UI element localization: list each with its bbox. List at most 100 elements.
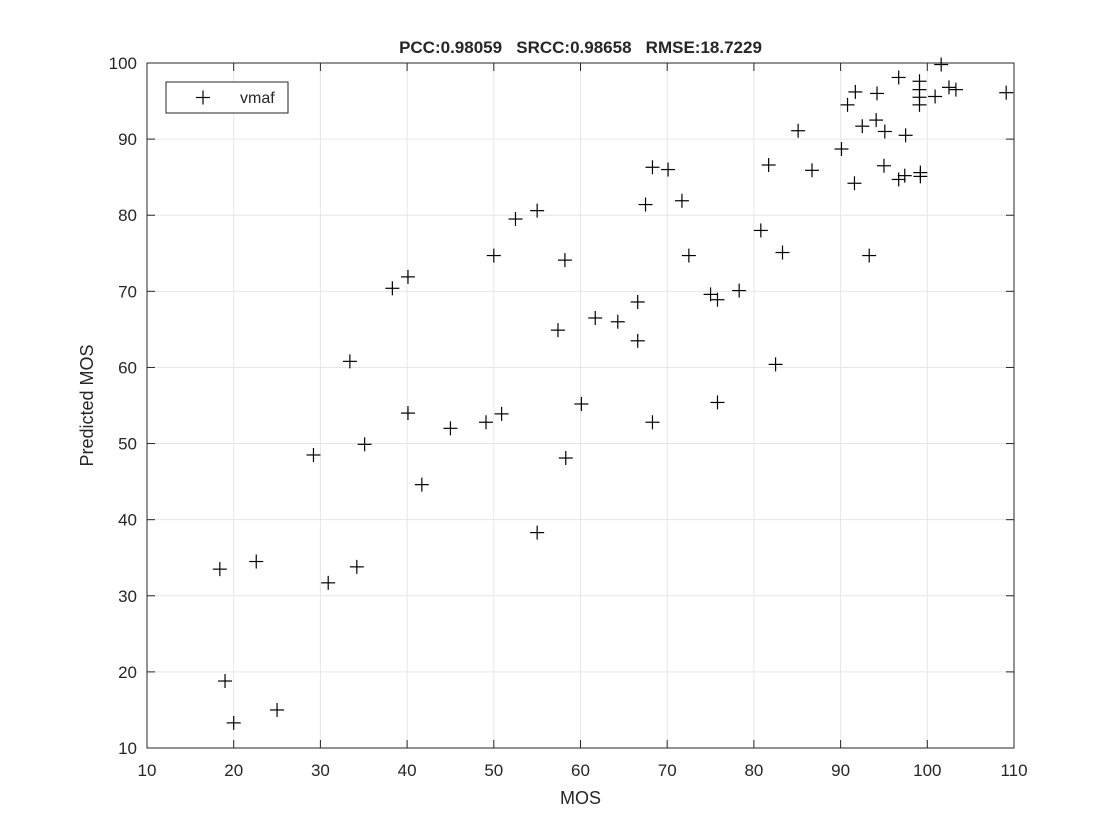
data-point-marker (478, 415, 493, 430)
data-point-marker (912, 97, 927, 112)
data-point-marker (941, 80, 956, 95)
legend-marker-plus-icon (196, 90, 210, 105)
y-axis-label: Predicted MOS (77, 344, 97, 466)
data-point-marker (494, 406, 509, 421)
data-point-marker (855, 119, 870, 134)
data-point-marker (212, 562, 227, 577)
data-point-marker (530, 203, 545, 218)
data-point-marker (630, 294, 645, 309)
data-point-marker (999, 85, 1014, 100)
data-point-marker (486, 248, 501, 263)
data-point-marker (775, 245, 790, 260)
data-point-marker (400, 406, 415, 421)
data-point-marker (753, 223, 768, 238)
legend-label: vmaf (240, 90, 275, 107)
y-tick-label: 80 (118, 206, 137, 225)
x-tick-label: 90 (831, 761, 850, 780)
data-point-marker (732, 283, 747, 298)
data-point-marker (834, 142, 849, 157)
y-tick-label: 100 (109, 54, 137, 73)
data-points (212, 57, 1014, 730)
y-tick-labels: 10 20 30 40 50 60 70 80 90 100 (109, 54, 137, 758)
y-tick-label: 50 (118, 435, 137, 454)
data-point-marker (898, 128, 913, 143)
data-point-marker (928, 89, 943, 104)
data-point-marker (270, 702, 285, 717)
data-point-marker (848, 84, 863, 99)
data-point-marker (891, 70, 906, 85)
data-point-marker (661, 162, 676, 177)
data-point-marker (847, 176, 862, 191)
data-point-marker (558, 451, 573, 466)
data-point-marker (550, 323, 565, 338)
data-point-marker (588, 310, 603, 325)
y-tick-label: 70 (118, 282, 137, 301)
x-tick-label: 70 (658, 761, 677, 780)
data-point-marker (443, 421, 458, 436)
data-point-marker (400, 269, 415, 284)
y-tick-label: 10 (118, 739, 137, 758)
data-point-marker (674, 193, 689, 208)
y-tick-label: 90 (118, 130, 137, 149)
data-point-marker (508, 212, 523, 227)
x-tick-label: 80 (744, 761, 763, 780)
y-tick-label: 20 (118, 663, 137, 682)
data-point-marker (645, 160, 660, 175)
data-point-marker (891, 172, 906, 187)
data-point-marker (840, 97, 855, 112)
data-point-marker (913, 169, 928, 184)
data-point-marker (385, 281, 400, 296)
data-point-marker (877, 124, 892, 139)
data-point-marker (530, 525, 545, 540)
data-point-marker (638, 197, 653, 212)
data-point-marker (349, 559, 364, 574)
data-point-marker (342, 354, 357, 369)
data-point-marker (630, 333, 645, 348)
data-point-marker (610, 314, 625, 329)
data-point-marker (948, 82, 963, 97)
x-tick-label: 100 (913, 761, 941, 780)
data-point-marker (226, 715, 241, 730)
x-tick-label: 10 (138, 761, 157, 780)
data-point-marker (710, 395, 725, 410)
x-tick-label: 40 (398, 761, 417, 780)
chart-title: PCC:0.98059 SRCC:0.98658 RMSE:18.7229 (399, 38, 762, 57)
x-tick-label: 110 (1000, 761, 1027, 780)
data-point-marker (710, 292, 725, 307)
data-point-marker (306, 447, 321, 462)
data-point-marker (804, 163, 819, 178)
data-point-marker (321, 575, 336, 590)
data-point-marker (897, 168, 912, 183)
y-tick-label: 60 (118, 358, 137, 377)
y-tick-label: 40 (118, 511, 137, 530)
data-point-marker (557, 253, 572, 268)
data-point-marker (761, 157, 776, 172)
legend: vmaf (165, 81, 289, 114)
data-point-marker (414, 477, 429, 492)
data-point-marker (357, 437, 372, 452)
data-point-marker (912, 74, 927, 89)
x-tick-label: 20 (224, 761, 243, 780)
x-tick-labels: 10 20 30 40 50 60 70 80 90 100 110 (138, 761, 1028, 780)
data-point-marker (574, 396, 589, 411)
data-point-marker (703, 287, 718, 302)
data-point-marker (791, 123, 806, 138)
data-point-marker (876, 158, 891, 173)
data-point-marker (218, 674, 233, 689)
data-point-marker (645, 415, 660, 430)
data-point-marker (862, 248, 877, 263)
axis-ticks (146, 62, 1015, 749)
x-tick-label: 50 (484, 761, 503, 780)
data-point-marker (934, 57, 949, 72)
x-axis-label: MOS (560, 788, 601, 808)
data-point-marker (249, 554, 264, 569)
x-tick-label: 60 (571, 761, 590, 780)
grid-lines (147, 63, 1014, 748)
data-point-marker (768, 357, 783, 372)
y-tick-label: 30 (118, 587, 137, 606)
x-tick-label: 30 (311, 761, 330, 780)
legend-box (165, 81, 289, 114)
data-point-marker (681, 248, 696, 263)
data-point-marker (870, 86, 885, 101)
